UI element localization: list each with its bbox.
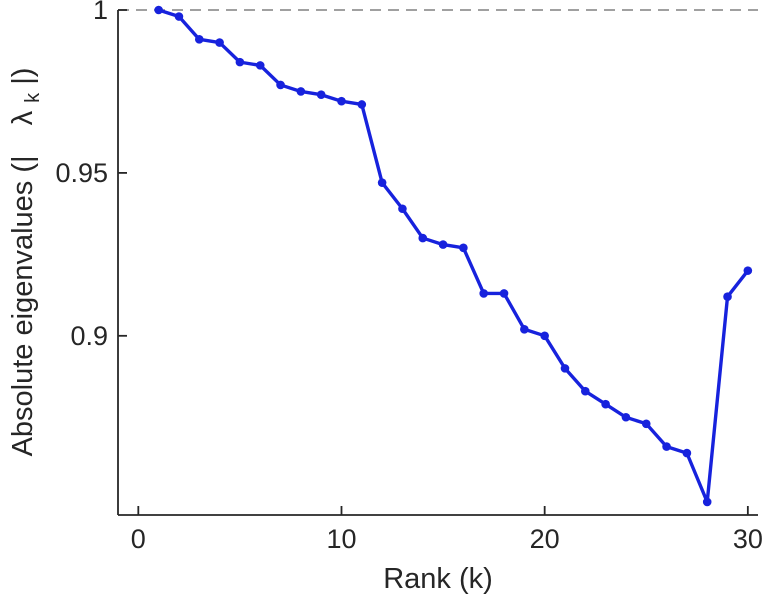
data-point-marker (601, 399, 610, 409)
y-axis-label: Absolute eigenvalues (| λ k |) (7, 68, 46, 457)
data-point-marker (398, 204, 407, 214)
data-point-marker (662, 442, 671, 451)
y-tick-label: 0.9 (70, 321, 108, 351)
data-point-marker (337, 96, 346, 106)
data-point-marker (316, 90, 326, 100)
data-point-marker (723, 292, 732, 302)
y-tick-label: 1 (93, 0, 108, 25)
data-point-marker (621, 412, 631, 422)
axes: 0 10 20 30 0.9 0.95 1 (55, 0, 762, 554)
data-point-marker (540, 331, 549, 341)
data-point-marker (154, 5, 163, 15)
data-point-marker (499, 289, 509, 298)
data-point-marker (357, 100, 367, 109)
lambda-subscript: k (22, 92, 44, 103)
x-axis-label: Rank (k) (383, 563, 493, 595)
data-point-marker (276, 80, 285, 90)
y-tick-label: 0.95 (55, 158, 108, 188)
data-point-marker (194, 35, 204, 44)
data-point-marker (215, 38, 224, 47)
data-point-marker (235, 57, 245, 67)
x-tick-label: 30 (733, 524, 763, 554)
plot-area (118, 5, 758, 507)
eigenvalue-line (156, 8, 750, 504)
data-point-marker (418, 233, 428, 243)
data-point-marker (560, 364, 570, 373)
lambda-symbol: λ (7, 110, 39, 125)
data-point-marker (520, 324, 529, 334)
x-tick-label: 10 (326, 524, 356, 554)
data-point-marker (438, 240, 448, 249)
x-tick-label: 0 (131, 524, 146, 554)
data-point-marker (743, 266, 753, 275)
data-point-marker (641, 419, 651, 429)
data-point-marker (682, 448, 692, 458)
data-point-marker (255, 61, 265, 70)
data-point-marker (174, 12, 184, 21)
data-point-marker (459, 243, 468, 253)
data-point-marker (377, 178, 387, 187)
y-axis-label-prefix: Absolute eigenvalues (| (7, 155, 39, 456)
y-axis-label-suffix: |) (7, 68, 39, 85)
x-tick-label: 20 (530, 524, 560, 554)
data-point-marker (479, 289, 489, 298)
data-point-marker (296, 87, 306, 96)
data-point-marker (581, 386, 590, 396)
data-point-marker (702, 497, 712, 507)
